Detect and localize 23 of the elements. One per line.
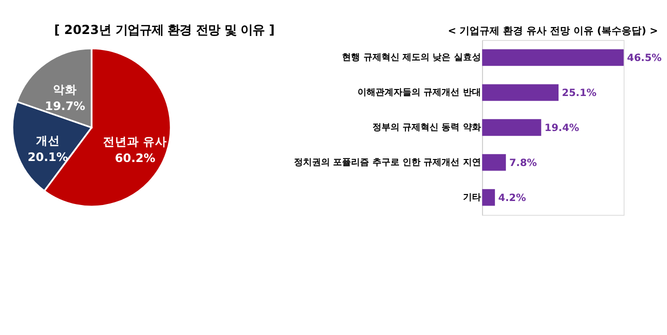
- slice-label: 전년과 유사: [103, 134, 168, 148]
- slice-label: 개선: [36, 133, 60, 148]
- data-label: 60.2%: [114, 150, 156, 165]
- y-tick-label: 정부의 규제혁신 동력 약화: [372, 122, 481, 133]
- data-label: 46.5%: [627, 52, 662, 64]
- slice-label: 악화: [53, 82, 78, 97]
- chart-title: [ 2023년 기업규제 환경 전망 및 이유 ]: [54, 22, 275, 38]
- data-label: 19.4%: [544, 122, 580, 134]
- y-tick-label: 정치권의 포퓰리즘 추구로 인한 규제개선 지연: [294, 158, 481, 168]
- data-label: 25.1%: [562, 88, 597, 99]
- bar: [482, 84, 559, 101]
- bar: [482, 154, 506, 171]
- bar: [482, 189, 495, 206]
- bar: [482, 119, 542, 136]
- y-tick-label: 기타: [462, 192, 481, 203]
- data-label: 19.7%: [44, 99, 86, 114]
- data-label: 7.8%: [509, 158, 537, 169]
- data-label: 20.1%: [28, 150, 68, 164]
- y-tick-label: 현행 규제혁신 제도의 낮은 실효성: [342, 53, 481, 64]
- y-tick-label: 이해관계자들의 규제개선 반대: [358, 88, 481, 98]
- data-label: 4.2%: [498, 192, 526, 204]
- chart-title: < 기업규제 환경 유사 전망 이유 (복수응답) >: [448, 26, 658, 38]
- bar: [482, 49, 624, 66]
